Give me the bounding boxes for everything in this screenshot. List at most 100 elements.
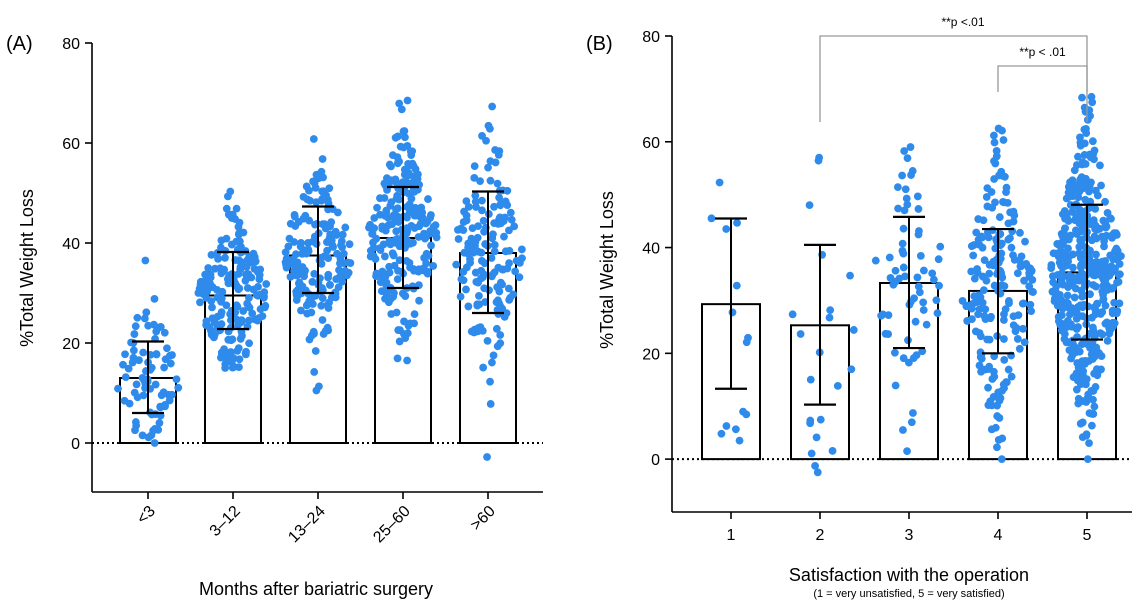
panel-a-data-point <box>211 264 219 273</box>
panel-a-data-point <box>413 170 422 179</box>
panel-a-data-point <box>483 337 492 345</box>
panel-a-data-point <box>149 426 158 435</box>
panel-a-data-point <box>310 269 319 278</box>
panel-a-data-point <box>156 322 165 331</box>
panel-b-data-point <box>1025 282 1034 291</box>
panel-b-data-point <box>999 197 1007 206</box>
panel-a-data-point <box>403 172 412 180</box>
panel-b-data-point <box>1076 254 1085 262</box>
panel-b-data-point <box>1058 280 1067 289</box>
panel-a-y-ticks: 0 20 40 60 80 <box>62 36 92 453</box>
panel-b-data-point <box>1108 309 1117 318</box>
panel-a-data-point <box>369 243 378 252</box>
panel-a-data-point <box>214 254 222 263</box>
panel-b-data-point <box>999 380 1008 389</box>
panel-a-data-point <box>224 210 233 219</box>
panel-b-data-point <box>899 263 908 272</box>
panel-b-data-point <box>1084 357 1093 365</box>
panel-b-data-point <box>886 274 895 282</box>
panel-b-data-point <box>907 171 915 179</box>
panel-a-data-point <box>372 234 381 243</box>
panel-a-data-point <box>393 204 402 213</box>
panel-b-data-point <box>1072 385 1081 394</box>
panel-a-data-point <box>241 276 250 285</box>
panel-b-data-point <box>1099 296 1108 305</box>
panel-a-data-point <box>477 256 486 265</box>
panel-b-data-point <box>1097 181 1105 190</box>
panel-b-data-point <box>732 281 741 290</box>
panel-a-data-point <box>452 260 461 269</box>
panel-a-data-point <box>160 363 169 372</box>
panel-a-data-point <box>515 273 524 282</box>
panel-b-significance-label: **p < .01 <box>1019 45 1066 59</box>
panel-a-data-point <box>155 419 164 427</box>
panel-b-data-point <box>1063 298 1072 307</box>
panel-a-data-point <box>487 254 496 262</box>
panel-b-data-point <box>903 154 912 163</box>
panel-b-data-point <box>1069 250 1077 259</box>
panel-b-data-point <box>1079 214 1088 223</box>
panel-b-data-point <box>1076 133 1084 142</box>
panel-a-data-point <box>411 209 420 218</box>
panel-b-data-point <box>904 358 913 367</box>
panel-a-data-point <box>204 264 213 272</box>
panel-a-data-point <box>399 143 408 152</box>
panel-a-data-point <box>485 124 494 133</box>
panel-a-data-point <box>233 315 241 324</box>
panel-b-data-point <box>1072 314 1081 323</box>
panel-b-data-point <box>1097 352 1106 360</box>
panel-a-data-point <box>289 255 297 264</box>
panel-a-data-point <box>343 271 351 280</box>
panel-b-data-point <box>891 266 900 275</box>
panel-b-data-point <box>985 269 994 278</box>
panel-b-data-point <box>1000 355 1009 364</box>
panel-b-data-point <box>1067 304 1076 312</box>
panel-a-label: (A) <box>6 33 33 55</box>
panel-a-data-point <box>393 159 402 168</box>
panel-a-data-point <box>172 375 181 384</box>
panel-a-data-point <box>219 267 228 276</box>
panel-a-data-point <box>140 314 149 323</box>
panel-b-data-point <box>914 205 923 213</box>
panel-b-y-tick-label: 20 <box>642 346 660 363</box>
panel-b-data-point <box>980 256 989 265</box>
panel-a-y-tick-label: 40 <box>62 236 80 253</box>
panel-a-y-tick-label: 80 <box>62 36 80 53</box>
panel-a-data-point <box>282 254 291 263</box>
panel-a-data-point <box>129 353 138 362</box>
panel-a-x-ticks: <3 3–12 13–24 25–60 >60 <box>134 492 499 546</box>
panel-b-data-point <box>1082 124 1090 133</box>
panel-a-data-point <box>217 311 225 319</box>
panel-a-data-point <box>199 277 208 286</box>
panel-b-data-point <box>1002 188 1010 197</box>
panel-a-data-point <box>479 363 488 372</box>
panel-b-significance-label: **p <.01 <box>941 15 984 29</box>
panel-a-data-point <box>393 191 402 200</box>
panel-a-data-point <box>467 240 475 249</box>
panel-b-data-point <box>1015 344 1024 353</box>
panel-a-data-point <box>407 221 416 230</box>
panel-a: (A) 0 20 40 60 80 <3 3–12 13–24 25–60 >60 %Total… <box>6 33 543 599</box>
panel-a-data-point <box>326 280 334 289</box>
panel-a-data-point <box>373 203 381 212</box>
panel-b-data-point <box>999 136 1008 144</box>
panel-a-data-point <box>196 298 204 307</box>
panel-a-data-point <box>320 220 329 229</box>
panel-a-data-point <box>129 346 138 355</box>
panel-a-data-point <box>401 292 410 300</box>
panel-b-data-point <box>1081 195 1090 204</box>
panel-b-data-point <box>1049 249 1058 258</box>
panel-b-data-point <box>1050 294 1059 303</box>
panel-b-data-point <box>1076 236 1085 245</box>
panel-b-data-point <box>919 266 928 275</box>
panel-b-data-point <box>1009 321 1018 330</box>
panel-a-data-point <box>459 218 468 226</box>
panel-b-data-point <box>997 455 1006 464</box>
panel-a-data-point <box>161 402 169 411</box>
panel-b-data-point <box>847 365 856 374</box>
panel-a-data-point <box>133 313 142 322</box>
panel-b-data-point <box>1107 262 1116 271</box>
panel-b-data-point <box>935 281 943 290</box>
panel-a-data-point <box>245 303 254 312</box>
panel-a-data-point <box>338 243 347 252</box>
